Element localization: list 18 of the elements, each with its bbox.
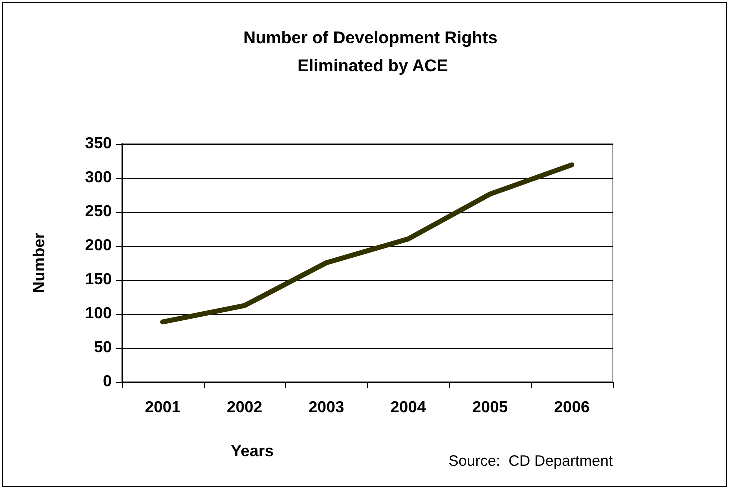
y-tick-label: 300 — [85, 170, 112, 186]
x-tick-label: 2001 — [145, 400, 181, 416]
x-tick-label: 2004 — [390, 400, 426, 416]
source-note: Source: CD Department — [448, 453, 614, 470]
x-tick-label: 2003 — [308, 400, 344, 416]
chart-title: Number of Development Rights Eliminated by ACE — [244, 28, 502, 76]
x-tick-label: 2005 — [472, 400, 508, 416]
y-tick-label: 200 — [85, 238, 112, 254]
x-tick-label: 2002 — [226, 400, 263, 416]
x-tick-label: 2006 — [554, 400, 590, 416]
y-tick-label: 0 — [103, 374, 112, 390]
y-tick-label: 50 — [94, 340, 112, 356]
y-tick-label: 250 — [85, 204, 112, 220]
y-tick-label: 150 — [85, 272, 112, 288]
y-tick-label: 100 — [85, 306, 112, 322]
x-axis-title: Years — [231, 444, 274, 460]
y-axis-title: Number — [32, 232, 48, 294]
y-tick-label: 350 — [85, 136, 112, 152]
